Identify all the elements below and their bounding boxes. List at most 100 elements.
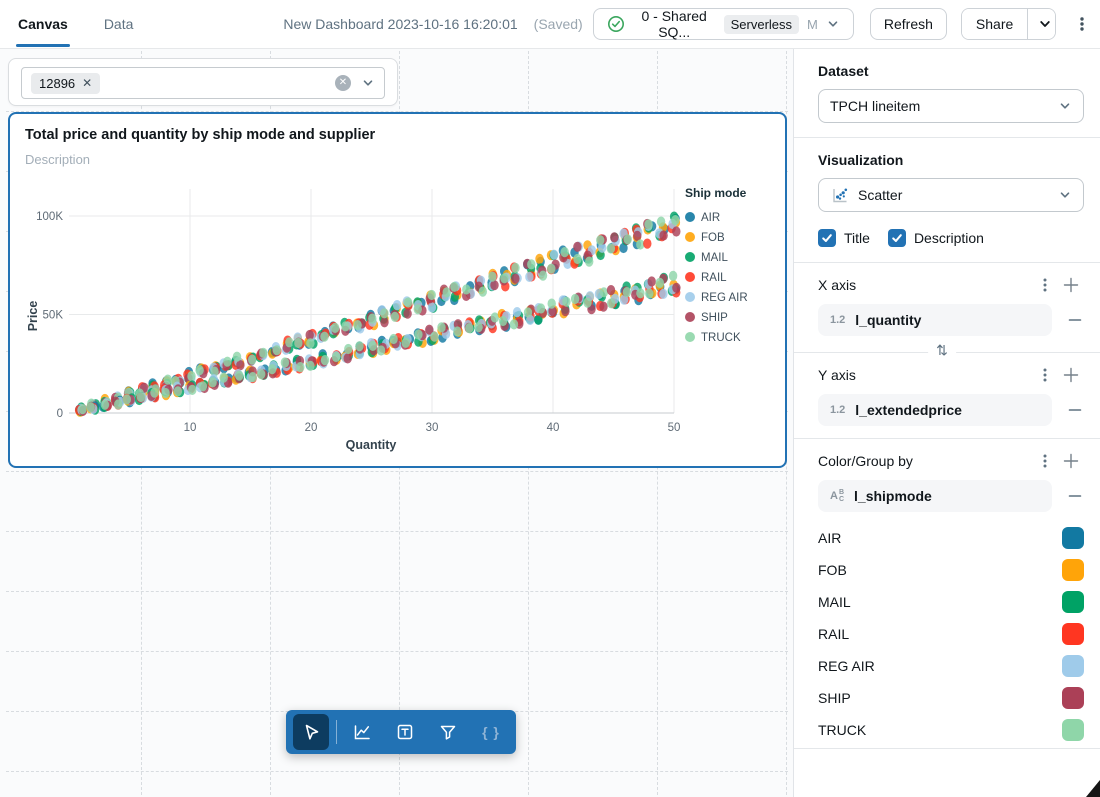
toolbar-divider [336,720,337,744]
swap-axes-icon[interactable]: ⇅ [928,342,956,359]
x-axis-label: X axis [818,277,857,293]
color-swatch[interactable] [1062,559,1084,581]
description-checkbox-label: Description [913,230,984,246]
x-axis-kebab-icon[interactable] [1032,277,1058,293]
svg-text:Ship mode: Ship mode [685,186,747,200]
color-mapping-row: AIR [818,522,1084,554]
warehouse-type-badge: Serverless [723,14,800,34]
y-axis-field-name: l_extendedprice [855,402,962,418]
warehouse-selector[interactable]: 0 - Shared SQ... Serverless M [592,8,854,40]
clear-all-icon[interactable]: ✕ [335,75,351,91]
add-text-button[interactable] [387,714,423,750]
share-button[interactable]: Share [961,9,1028,39]
filter-tag: 12896 ✕ [31,72,101,94]
braces-icon: { } [482,724,500,740]
numeric-type-icon: 1.2 [830,314,846,326]
color-mapping-row: FOB [818,554,1084,586]
color-swatch[interactable] [1062,623,1084,645]
x-axis-field-chip[interactable]: 1.2 l_quantity [818,304,1052,336]
section-divider [794,137,1100,138]
y-axis-remove-icon[interactable] [1066,401,1084,419]
scatter-chart[interactable]: 0 50K 100K 10 20 30 40 50 Quantity Price Ship mode… [25,171,766,454]
svg-text:30: 30 [426,422,439,434]
chevron-down-icon [826,17,840,31]
refresh-button[interactable]: Refresh [869,8,947,40]
color-mapping-label: REG AIR [818,658,875,674]
checkbox-checked-icon [887,229,906,247]
svg-text:Price: Price [26,301,40,332]
svg-text:MAIL: MAIL [701,252,728,264]
svg-text:50K: 50K [43,310,64,322]
color-swatch[interactable] [1062,719,1084,741]
color-mapping-row: REG AIR [818,650,1084,682]
chevron-down-icon [1038,17,1052,31]
color-mapping-label: FOB [818,562,847,578]
svg-text:10: 10 [184,422,197,434]
color-group-remove-icon[interactable] [1066,487,1084,505]
svg-text:20: 20 [305,422,318,434]
color-group-add-icon[interactable] [1058,452,1084,470]
y-axis-kebab-icon[interactable] [1032,367,1058,383]
color-mapping-label: SHIP [818,690,851,706]
edit-code-button[interactable]: { } [473,714,509,750]
description-checkbox[interactable]: Description [887,229,984,247]
svg-text:40: 40 [547,422,560,434]
more-options-kebab-icon[interactable] [1074,15,1090,33]
chart-widget-description-placeholder[interactable]: Description [25,152,91,167]
visualization-select[interactable]: Scatter [818,178,1084,212]
y-axis-field-chip[interactable]: 1.2 l_extendedprice [818,394,1052,426]
color-swatch[interactable] [1062,687,1084,709]
color-swatch[interactable] [1062,591,1084,613]
add-filter-button[interactable] [430,714,466,750]
svg-text:RAIL: RAIL [701,272,727,284]
add-visualization-button[interactable] [344,714,380,750]
filter-widget[interactable]: 12896 ✕ ✕ [8,58,398,106]
topbar: Canvas Data New Dashboard 2023-10-16 16:… [0,0,1100,49]
title-checkbox[interactable]: Title [818,229,870,247]
y-axis-add-icon[interactable] [1058,366,1084,384]
title-checkbox-label: Title [844,230,870,246]
svg-text:FOB: FOB [701,232,725,244]
scatter-viz-icon [830,186,849,205]
dataset-select[interactable]: TPCH lineitem [818,89,1084,123]
color-mapping-row: SHIP [818,682,1084,714]
y-axis-label: Y axis [818,367,856,383]
x-axis-section-header: X axis [818,276,1084,294]
remove-tag-icon[interactable]: ✕ [82,76,93,90]
select-tool-button[interactable] [293,714,329,750]
svg-text:Quantity: Quantity [346,438,397,452]
svg-text:SHIP: SHIP [701,312,728,324]
section-divider: ⇅ [794,342,1100,359]
chart-widget[interactable]: Total price and quantity by ship mode an… [8,112,787,468]
color-group-kebab-icon[interactable] [1032,453,1058,469]
chevron-down-icon[interactable] [361,76,375,90]
svg-text:50: 50 [668,422,681,434]
color-mapping-label: RAIL [818,626,850,642]
chart-widget-title[interactable]: Total price and quantity by ship mode an… [25,127,376,143]
dashboard-title[interactable]: New Dashboard 2023-10-16 16:20:01 [283,16,518,32]
color-swatch[interactable] [1062,527,1084,549]
display-options: Title Description [818,228,1084,248]
color-mapping-label: AIR [818,530,842,546]
color-mapping-list: AIR FOB MAIL RAIL REG AIR SHIP TRUCK [818,522,1084,746]
share-dropdown-button[interactable] [1027,9,1055,39]
numeric-type-icon: 1.2 [830,404,846,416]
editor-tabs: Canvas Data [0,0,133,48]
tab-data[interactable]: Data [104,16,134,32]
warehouse-name: 0 - Shared SQ... [641,8,707,40]
tab-canvas[interactable]: Canvas [16,16,70,47]
section-divider [794,748,1100,749]
y-axis-section-header: Y axis [818,366,1084,384]
dashboard-canvas[interactable]: 12896 ✕ ✕ Total price and quantity by sh… [0,49,793,797]
widget-toolbar: { } [286,710,516,754]
color-group-field-name: l_shipmode [854,488,932,504]
x-axis-add-icon[interactable] [1058,276,1084,294]
visualization-value: Scatter [858,187,903,203]
visualization-heading: Visualization [818,152,904,168]
x-axis-remove-icon[interactable] [1066,311,1084,329]
color-swatch[interactable] [1062,655,1084,677]
filter-value-select[interactable]: 12896 ✕ ✕ [21,67,385,99]
